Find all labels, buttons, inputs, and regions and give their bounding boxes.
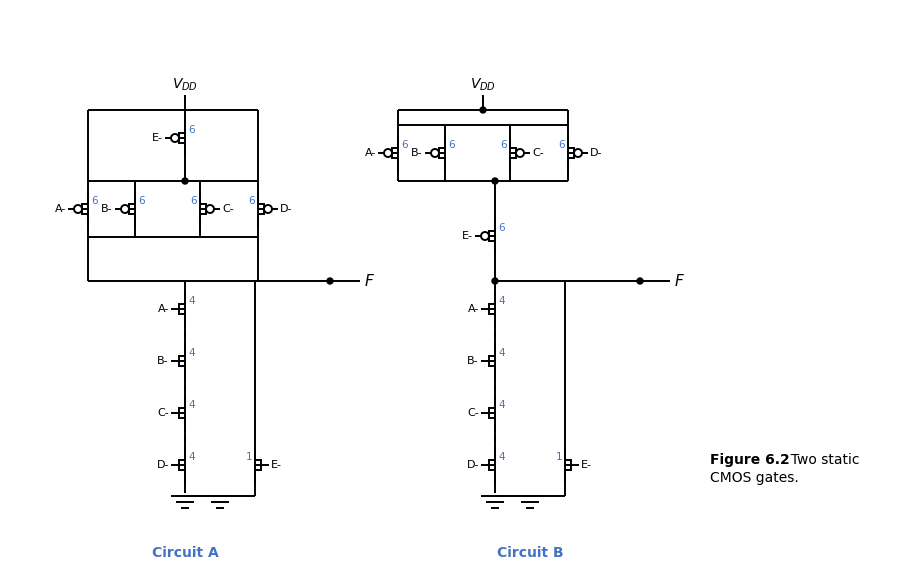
Text: B-: B- <box>158 356 169 366</box>
Text: 1: 1 <box>246 452 252 462</box>
Text: A-: A- <box>468 304 479 314</box>
Text: CMOS gates.: CMOS gates. <box>710 471 799 485</box>
Circle shape <box>637 278 643 284</box>
Text: 6: 6 <box>501 140 507 150</box>
Text: C-: C- <box>467 408 479 418</box>
Circle shape <box>327 278 333 284</box>
Text: 4: 4 <box>188 400 195 410</box>
Text: 4: 4 <box>498 452 504 462</box>
Text: E-: E- <box>581 460 592 470</box>
Text: A-: A- <box>365 148 376 158</box>
Text: Circuit B: Circuit B <box>497 546 563 560</box>
Text: D-: D- <box>157 460 169 470</box>
Text: 6: 6 <box>138 196 144 206</box>
Text: Circuit A: Circuit A <box>151 546 219 560</box>
Text: E-: E- <box>462 231 473 241</box>
Text: C-: C- <box>532 148 544 158</box>
Text: $F$: $F$ <box>364 273 375 289</box>
Text: E-: E- <box>152 133 163 143</box>
Text: 6: 6 <box>448 140 454 150</box>
Text: 4: 4 <box>498 348 504 358</box>
Text: 4: 4 <box>188 452 195 462</box>
Text: $V_{DD}$: $V_{DD}$ <box>470 76 496 93</box>
Text: D-: D- <box>590 148 602 158</box>
Text: $F$: $F$ <box>674 273 685 289</box>
Text: 4: 4 <box>188 348 195 358</box>
Text: 4: 4 <box>498 296 504 306</box>
Text: 4: 4 <box>498 400 504 410</box>
Text: 6: 6 <box>190 196 197 206</box>
Text: B-: B- <box>102 204 113 214</box>
Text: 6: 6 <box>188 125 195 135</box>
Text: A-: A- <box>54 204 66 214</box>
Text: 6: 6 <box>249 196 255 206</box>
Circle shape <box>480 107 486 113</box>
Text: B-: B- <box>467 356 479 366</box>
Text: Two static: Two static <box>782 453 860 467</box>
Text: C-: C- <box>222 204 234 214</box>
Text: C-: C- <box>157 408 169 418</box>
Text: D-: D- <box>280 204 292 214</box>
Text: B-: B- <box>412 148 423 158</box>
Text: A-: A- <box>158 304 169 314</box>
Text: 6: 6 <box>401 140 407 150</box>
Circle shape <box>492 278 498 284</box>
Text: $V_{DD}$: $V_{DD}$ <box>172 76 198 93</box>
Text: 6: 6 <box>498 223 504 233</box>
Circle shape <box>492 178 498 184</box>
Text: 6: 6 <box>559 140 565 150</box>
Circle shape <box>182 178 188 184</box>
Text: 1: 1 <box>555 452 562 462</box>
Text: D-: D- <box>466 460 479 470</box>
Text: Figure 6.2: Figure 6.2 <box>710 453 790 467</box>
Text: 6: 6 <box>91 196 98 206</box>
Text: 4: 4 <box>188 296 195 306</box>
Text: E-: E- <box>271 460 282 470</box>
